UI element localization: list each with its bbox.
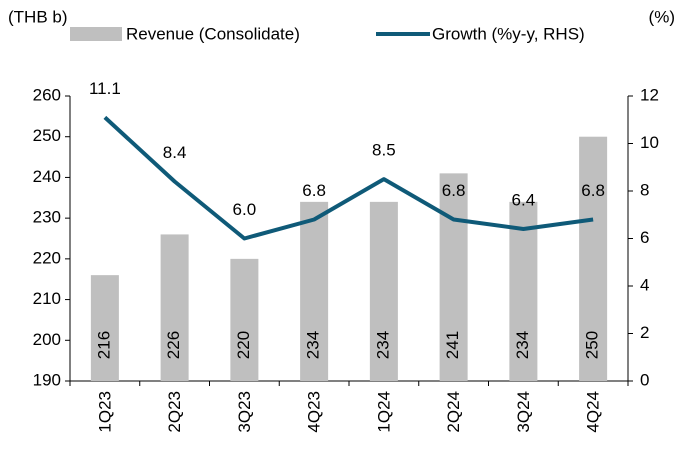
bar [90, 275, 119, 381]
legend-label: Growth (%y-y, RHS) [432, 24, 585, 43]
line-value-label: 6.0 [233, 200, 257, 219]
line-value-label: 8.5 [372, 141, 396, 160]
y2-tick-label: 8 [640, 180, 649, 199]
x-tick-label: 1Q23 [95, 391, 114, 433]
y2-unit-label: (%) [649, 7, 675, 26]
legend-swatch [70, 27, 122, 41]
y-tick-label: 210 [33, 289, 61, 308]
y2-tick-label: 4 [640, 275, 649, 294]
legend-label: Revenue (Consolidate) [126, 24, 300, 43]
bar-value-label: 220 [234, 331, 253, 359]
y-tick-label: 220 [33, 248, 61, 267]
growth-line [103, 115, 594, 241]
line-value-label: 11.1 [89, 79, 121, 98]
y-unit-label: (THB b) [8, 7, 68, 26]
bar-value-label: 250 [583, 331, 602, 359]
bar [160, 234, 189, 381]
y-tick-label: 240 [33, 167, 61, 186]
x-tick-label: 3Q23 [235, 391, 254, 433]
x-tick-label: 2Q23 [165, 391, 184, 433]
y-tick-label: 250 [33, 126, 61, 145]
bar-value-label: 241 [443, 331, 462, 359]
bar [509, 201, 538, 381]
line-value-label: 6.8 [581, 181, 605, 200]
bar [369, 201, 398, 381]
y2-tick-label: 12 [640, 85, 659, 104]
x-tick-label: 1Q24 [374, 391, 393, 433]
x-tick-label: 2Q24 [444, 391, 463, 433]
line-value-label: 6.8 [442, 181, 466, 200]
x-tick-label: 4Q23 [305, 391, 324, 433]
bar [230, 258, 259, 381]
y2-tick-label: 6 [640, 228, 649, 247]
x-tick-label: 3Q24 [514, 391, 533, 433]
bar [439, 173, 468, 381]
bar-value-label: 216 [94, 331, 113, 359]
bar-value-label: 234 [373, 331, 392, 359]
y2-tick-label: 2 [640, 323, 649, 342]
y2-tick-label: 10 [640, 133, 659, 152]
y-tick-label: 260 [33, 85, 61, 104]
bar-value-label: 234 [304, 331, 323, 359]
y-tick-label: 230 [33, 208, 61, 227]
y-tick-label: 200 [33, 330, 61, 349]
bar-value-label: 226 [164, 331, 183, 359]
bar [579, 136, 608, 381]
x-tick-label: 4Q24 [584, 391, 603, 433]
line-value-label: 6.8 [302, 181, 326, 200]
y-tick-label: 190 [33, 370, 61, 389]
bar [300, 201, 329, 381]
line-value-label: 8.4 [163, 143, 187, 162]
line-value-label: 6.4 [512, 190, 536, 209]
y2-tick-label: 0 [640, 370, 649, 389]
bar-value-label: 234 [513, 331, 532, 359]
